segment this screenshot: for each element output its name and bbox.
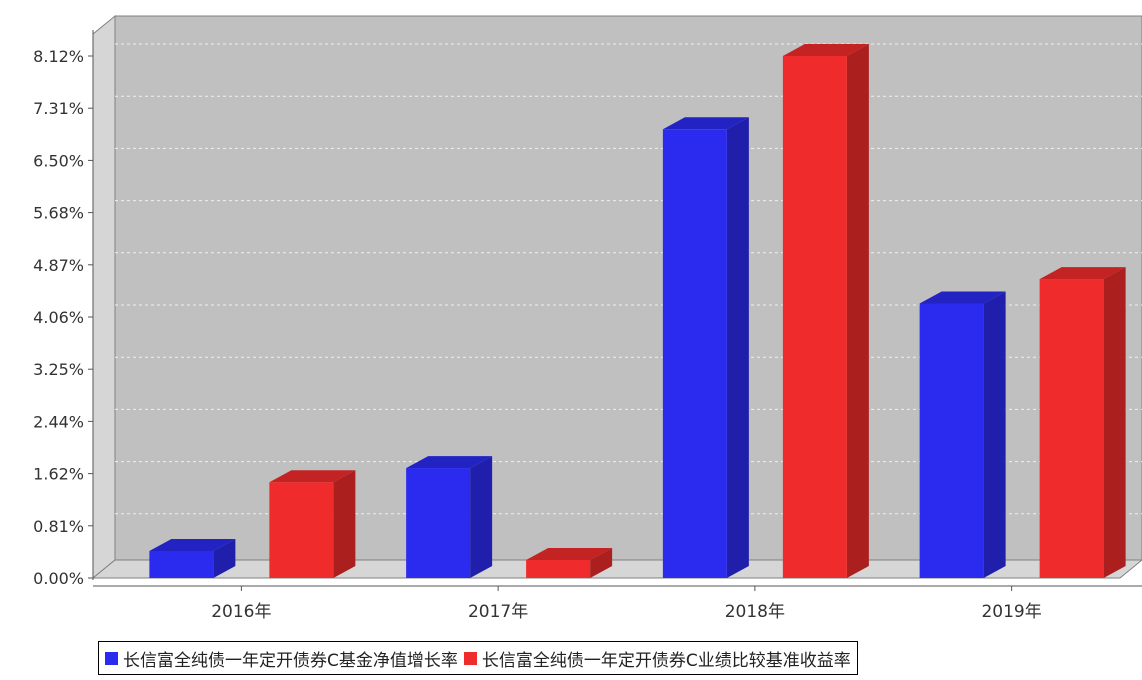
x-tick-label: 2017年 [468, 602, 528, 620]
bar-side [333, 470, 355, 578]
bar-front [920, 304, 984, 579]
bar-front [149, 551, 213, 578]
bar-front [783, 56, 847, 578]
bar-front [406, 468, 470, 578]
y-tick-label: 2.44% [33, 412, 84, 431]
bar-front [526, 560, 590, 578]
y-tick-label: 1.62% [33, 465, 84, 484]
bar-1-1 [149, 539, 235, 578]
bar-front [1040, 279, 1104, 578]
y-tick-label: 4.06% [33, 308, 84, 327]
legend-item-series-2: 长信富全纯债一年定开债券C业绩比较基准收益率 [464, 646, 851, 671]
bar-1-2 [406, 456, 492, 578]
y-tick-label: 5.68% [33, 204, 84, 223]
x-axis-ticks: 2016年 2017年 2018年 2019年 [211, 586, 1042, 620]
y-tick-label: 3.25% [33, 360, 84, 379]
y-tick-label: 7.31% [33, 99, 84, 118]
chart: 0.00% 0.81% 1.62% 2.44% 3.25% 4.06% 4.87% 5.68%… [0, 0, 1142, 620]
y-tick-label: 0.00% [33, 569, 84, 588]
legend-label-series-1: 长信富全纯债一年定开债券C基金净值增长率 [123, 646, 458, 671]
x-tick-label: 2016年 [211, 602, 271, 620]
bar-side [847, 44, 869, 578]
bar-2-4 [1040, 267, 1126, 578]
y-axis-ticks: 0.00% 0.81% 1.62% 2.44% 3.25% 4.06% 4.87% 5.68%… [33, 47, 93, 588]
bar-2-3 [783, 44, 869, 578]
x-tick-label: 2018年 [725, 602, 785, 620]
bar-front [269, 482, 333, 578]
bar-front [663, 129, 727, 578]
y-tick-label: 8.12% [33, 47, 84, 66]
y-tick-label: 6.50% [33, 151, 84, 170]
legend: 长信富全纯债一年定开债券C基金净值增长率 长信富全纯债一年定开债券C业绩比较基准… [98, 641, 858, 675]
legend-swatch-series-1 [105, 652, 118, 665]
y-tick-label: 4.87% [33, 256, 84, 275]
bar-side [1104, 267, 1126, 578]
legend-item-series-1: 长信富全纯债一年定开债券C基金净值增长率 [105, 646, 458, 671]
y-tick-label: 0.81% [33, 517, 84, 536]
legend-swatch-series-2 [464, 652, 477, 665]
bar-1-3 [663, 117, 749, 578]
bar-side [470, 456, 492, 578]
plot-left-wall [93, 16, 115, 578]
legend-label-series-2: 长信富全纯债一年定开债券C业绩比较基准收益率 [482, 646, 851, 671]
bar-1-4 [920, 292, 1006, 579]
bar-2-1 [269, 470, 355, 578]
bar-side [984, 292, 1006, 579]
chart-svg: 0.00% 0.81% 1.62% 2.44% 3.25% 4.06% 4.87% 5.68%… [0, 0, 1142, 620]
bar-side [727, 117, 749, 578]
x-tick-label: 2019年 [981, 602, 1041, 620]
